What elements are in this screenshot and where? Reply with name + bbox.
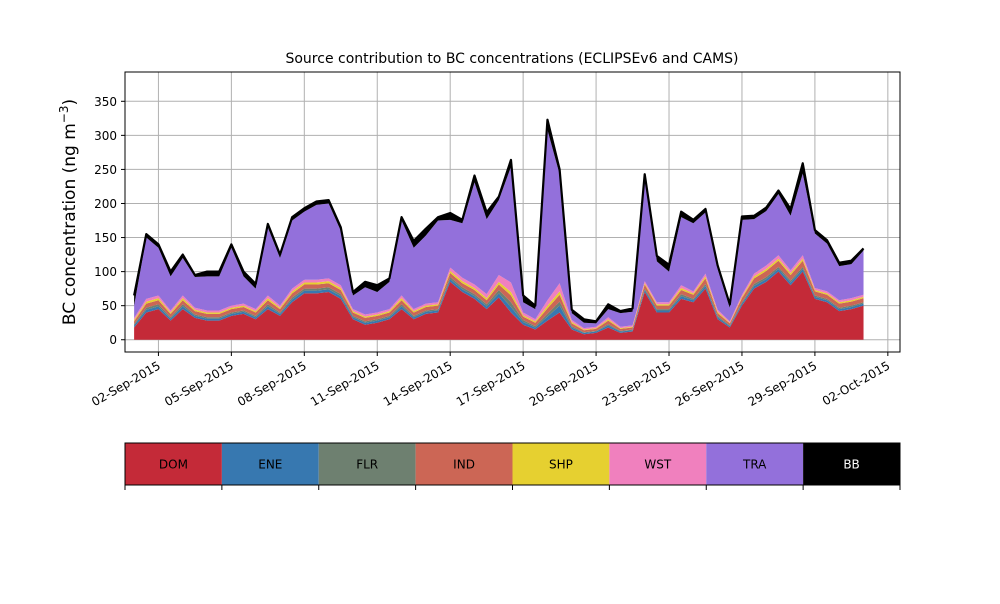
legend-swatch-bb [803,443,900,485]
y-tick-label: 0 [109,333,117,347]
y-tick-label: 150 [94,231,117,245]
area-tra [134,129,864,329]
stacked-areas [134,119,864,340]
legend-label-dom: DOM [159,458,188,472]
x-tick-label: 20-Sep-2015 [527,358,601,409]
x-tick-label: 05-Sep-2015 [162,358,236,409]
area-dom [134,271,864,340]
chart-title: Source contribution to BC concentrations… [285,51,738,67]
y-tick-label: 100 [94,265,117,279]
x-tick-label: 02-Sep-2015 [89,358,163,409]
y-tick-label: 50 [102,299,117,313]
y-axis-label-text: BC concentration (ng m [60,123,80,325]
legend-label-wst: WST [644,458,671,472]
y-axis-ticks: 0 50 100 150 200 250 300 350 [94,95,125,347]
legend-label-shp: SHP [549,458,573,472]
plot-frame [124,71,901,353]
legend-label-tra: TRA [742,458,767,472]
y-axis-label: BC concentration (ng m−3) [57,99,80,325]
legend-swatch-shp [512,443,610,485]
legend-swatch-flr [318,443,416,485]
x-tick-label: 08-Sep-2015 [235,358,309,409]
x-axis-ticks: 02-Sep-2015 05-Sep-2015 08-Sep-2015 11-Sep-… [89,352,892,409]
y-axis-label-close: ) [60,99,80,106]
x-tick-label: 26-Sep-2015 [673,358,747,409]
total-outline [133,118,865,323]
legend-swatch-ene [221,443,319,485]
y-tick-label: 250 [94,163,117,177]
x-tick-label: 17-Sep-2015 [454,358,528,409]
y-axis-label-superscript: −3 [57,105,71,123]
source-legend: DOM ENE FLR IND SHP WST TRA BB [124,442,901,490]
legend-swatch-tra [706,443,804,485]
y-tick-label: 200 [94,197,117,211]
y-tick-label: 350 [94,95,117,109]
x-tick-label: 14-Sep-2015 [381,358,455,409]
x-tick-label: 23-Sep-2015 [600,358,674,409]
legend-swatch-wst [609,443,707,485]
total-concentration-line [133,118,865,323]
legend-label-ene: ENE [258,458,282,472]
legend-swatch-ind [415,443,513,485]
y-tick-label: 300 [94,129,117,143]
legend-swatch-dom [125,443,222,485]
legend-label-flr: FLR [356,458,378,472]
legend-label-bb: BB [843,458,859,472]
x-tick-label: 02-Oct-2015 [820,358,892,408]
x-tick-label: 29-Sep-2015 [746,358,820,409]
legend-label-ind: IND [453,458,475,472]
x-tick-label: 11-Sep-2015 [308,358,382,409]
